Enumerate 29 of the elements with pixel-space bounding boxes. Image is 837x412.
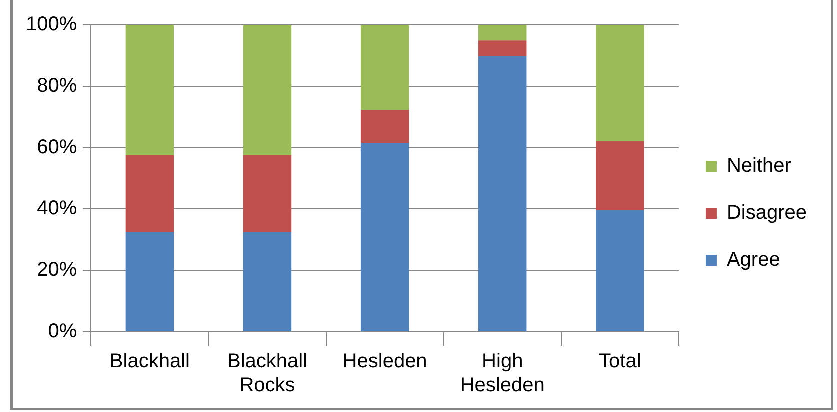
bar <box>243 155 292 233</box>
bar <box>360 25 410 110</box>
legend-label: Neither <box>726 155 792 178</box>
legend-label: Agree <box>726 249 780 272</box>
x-tick-label: High Hesleden <box>460 350 545 397</box>
y-tick-label: 20% <box>37 259 78 282</box>
bar <box>360 110 410 144</box>
bar <box>360 143 410 332</box>
y-tick-label: 60% <box>37 136 78 158</box>
bar <box>596 25 644 142</box>
bar <box>243 25 292 156</box>
bar <box>596 210 644 332</box>
x-tick-label: Blackhall <box>110 350 190 373</box>
y-tick-label: 80% <box>37 74 78 97</box>
bar <box>126 155 174 233</box>
y-tick-label: 0% <box>48 320 78 343</box>
x-tick-label: Hesleden <box>342 350 428 373</box>
bar <box>596 141 644 210</box>
bar <box>478 40 527 56</box>
bar <box>126 25 174 156</box>
y-tick-label: 40% <box>37 198 78 220</box>
bar <box>478 56 527 332</box>
y-tick-label: 100% <box>26 14 78 36</box>
bar <box>126 232 174 332</box>
x-tick-label: Total <box>599 350 642 373</box>
legend-label: Disagree <box>726 202 808 224</box>
x-tick-label: Blackhall Rocks <box>227 350 308 397</box>
bar <box>478 25 527 41</box>
bar <box>243 232 292 332</box>
